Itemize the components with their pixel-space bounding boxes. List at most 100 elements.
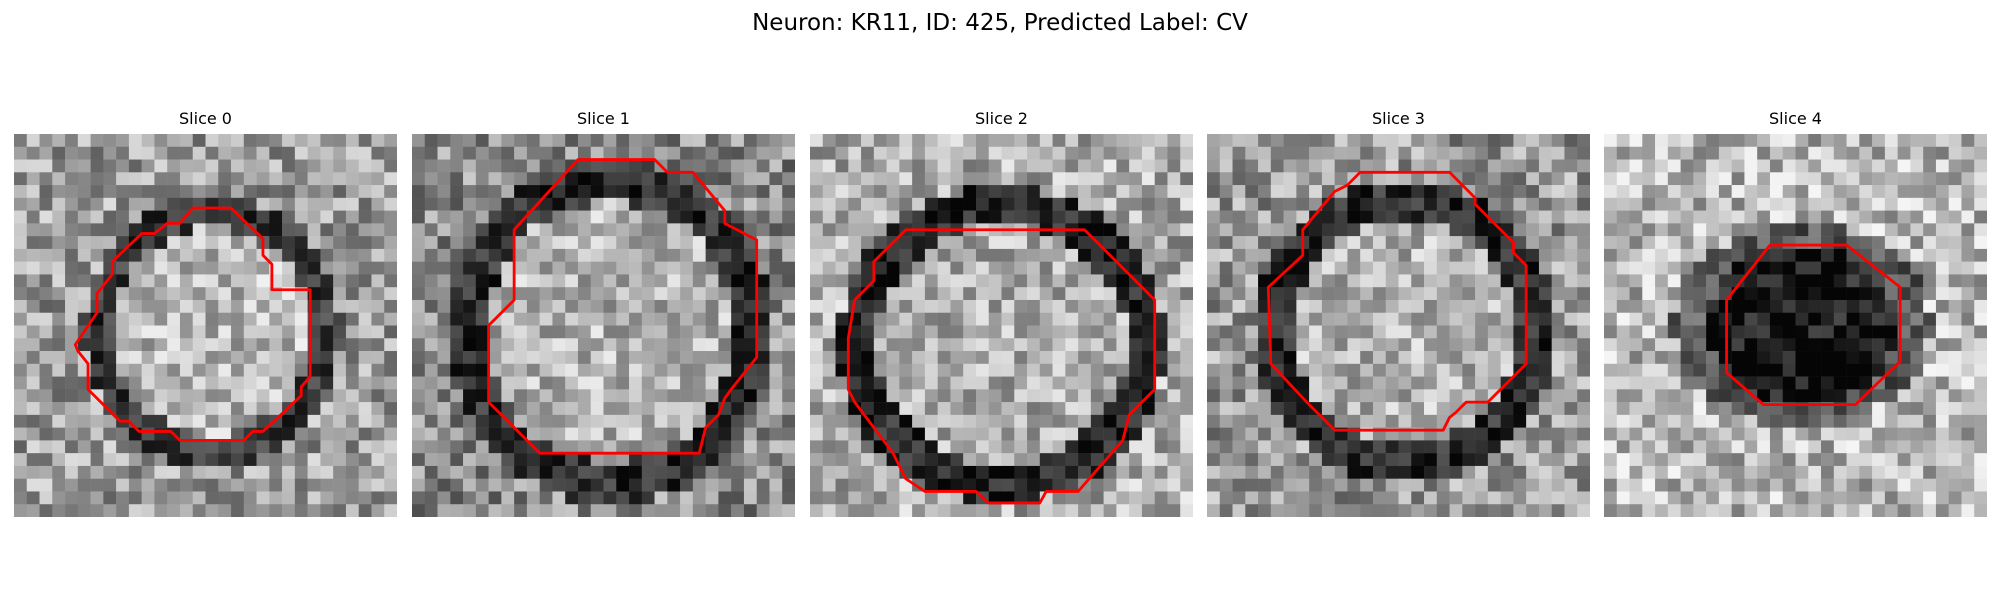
pixel [116,440,130,454]
pixel [1014,351,1028,365]
pixel [1884,478,1898,492]
pixel [39,159,53,173]
pixel [282,453,296,467]
pixel [103,414,117,428]
pixel [1347,491,1361,505]
pixel [1487,376,1501,390]
pixel [1283,248,1297,262]
pixel [835,172,849,186]
pixel [616,338,630,352]
pixel [1385,172,1399,186]
pixel [810,376,824,390]
pixel [1577,402,1590,416]
pixel [14,248,28,262]
pixel [1655,491,1669,505]
pixel [577,185,591,199]
pixel [192,478,206,492]
pixel [243,159,257,173]
pixel [822,478,836,492]
pixel [1487,172,1501,186]
pixel [1577,351,1590,365]
pixel [1782,504,1796,517]
pixel [1372,261,1386,275]
pixel [577,146,591,160]
pixel [307,197,321,211]
pixel [899,146,913,160]
pixel [1475,223,1489,237]
pixel [861,389,875,403]
pixel [1616,223,1630,237]
pixel [412,236,426,250]
pixel [1372,414,1386,428]
pixel [26,185,40,199]
pixel [1027,478,1041,492]
pixel [899,414,913,428]
pixel [912,134,926,148]
pixel [1232,236,1246,250]
pixel [141,414,155,428]
pixel [1500,210,1514,224]
pixel [1321,325,1335,339]
pixel [1935,427,1949,441]
pixel [1629,363,1643,377]
pixel [988,351,1002,365]
pixel [1616,134,1630,148]
pixel [218,299,232,313]
pixel [603,172,617,186]
pixel [692,146,706,160]
pixel [1103,197,1117,211]
pixel [463,146,477,160]
pixel [488,491,502,505]
pixel [1219,414,1233,428]
pixel [1629,402,1643,416]
pixel [590,197,604,211]
pixel [205,389,219,403]
pixel [822,236,836,250]
pixel [205,440,219,454]
pixel [488,465,502,479]
pixel [848,389,862,403]
pixel [282,185,296,199]
pixel [1360,185,1374,199]
pixel [103,325,117,339]
pixel [463,159,477,173]
pixel [26,274,40,288]
pixel [590,185,604,199]
pixel [1245,414,1259,428]
pixel [1782,427,1796,441]
pixel [1551,414,1565,428]
pixel [539,453,553,467]
pixel [1642,402,1656,416]
pixel [552,312,566,326]
pixel [514,338,528,352]
pixel [192,236,206,250]
pixel [1500,465,1514,479]
pixel [1808,299,1822,313]
pixel [282,363,296,377]
pixel [218,338,232,352]
pixel [1706,274,1720,288]
pixel [1667,338,1681,352]
pixel [975,210,989,224]
pixel [950,312,964,326]
pixel [705,465,719,479]
pixel [654,197,668,211]
pixel [1014,414,1028,428]
pixel [488,376,502,390]
pixel [1462,248,1476,262]
pixel [1167,287,1181,301]
pixel [552,363,566,377]
pixel [1296,185,1310,199]
pixel [629,185,643,199]
pixel [192,274,206,288]
pixel [1103,453,1117,467]
pixel [463,134,477,148]
pixel [412,248,426,262]
pixel [116,261,130,275]
pixel [654,274,668,288]
pixel [924,389,938,403]
pixel [1500,504,1514,517]
pixel [1538,453,1552,467]
pixel [1360,274,1374,288]
pixel [1424,389,1438,403]
